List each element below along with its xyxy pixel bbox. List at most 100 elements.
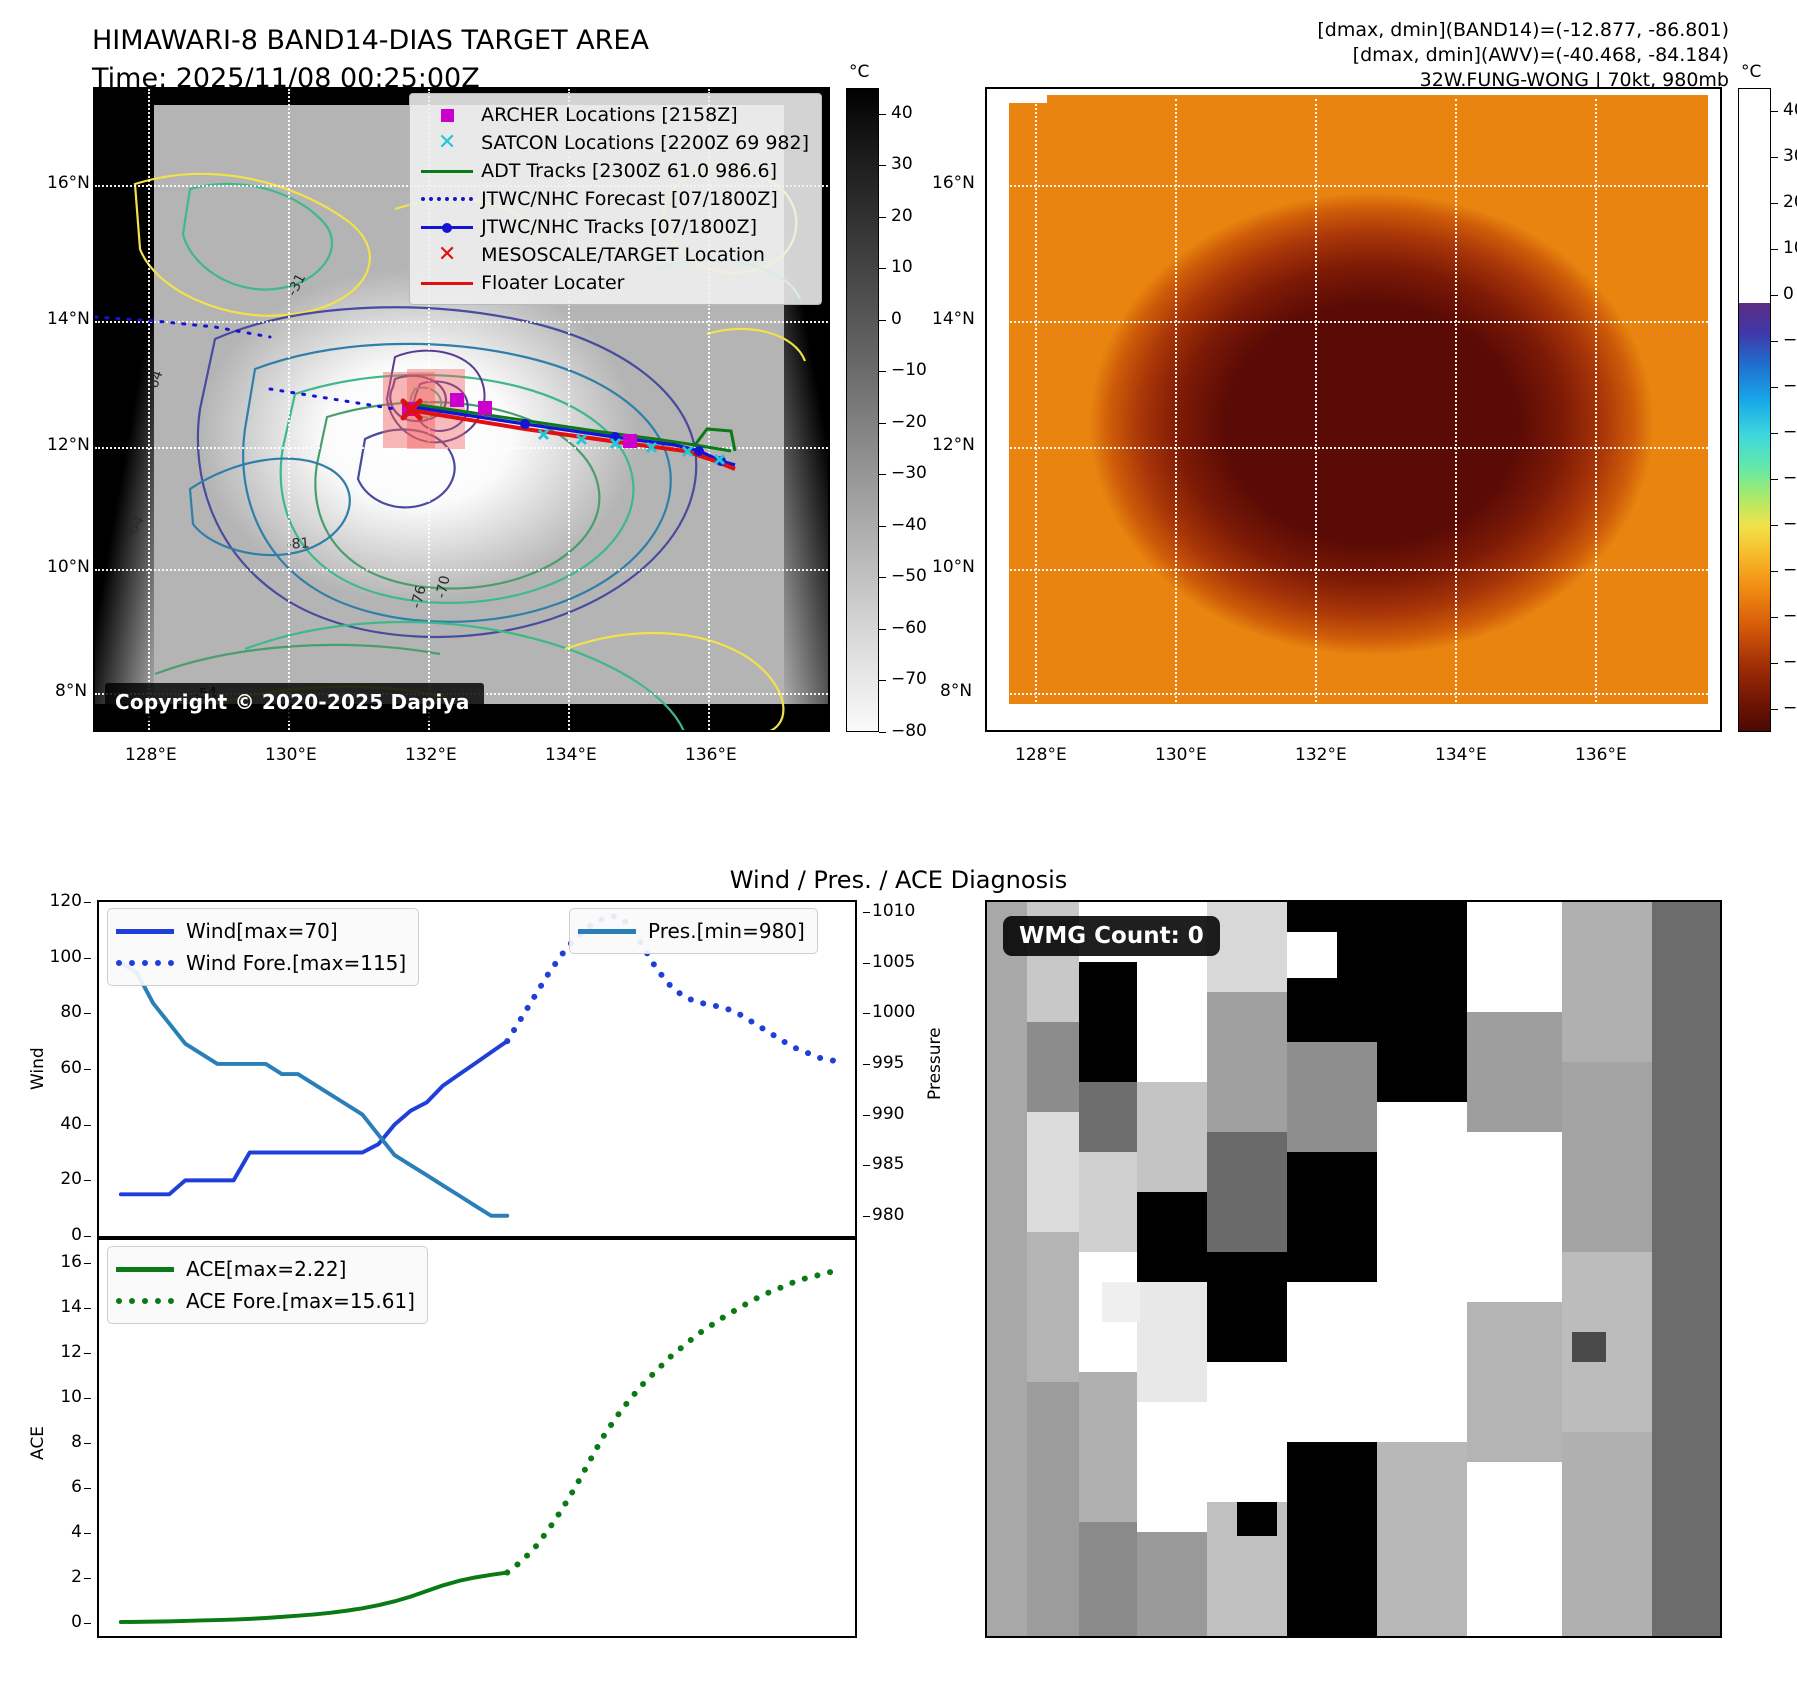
map-legend: ARCHER Locations [2158Z] ✕ SATCON Locati… (409, 93, 822, 305)
colorbar-tickmark (879, 216, 886, 218)
wind-pressure-chart[interactable]: Wind[max=70] Wind Fore.[max=115] Pres.[m… (97, 900, 857, 1238)
colorbar-tick-label: −10 (1783, 330, 1797, 350)
colorbar-tick-label: −40 (1783, 468, 1797, 488)
colorbar-tick-label: 30 (1783, 146, 1797, 166)
colorbar-tickmark (879, 577, 886, 579)
lat-tick-label: 12°N (47, 435, 90, 455)
axis-tickmark (863, 1165, 870, 1167)
map-gridline-lon (148, 89, 150, 730)
map-gridline-lat (95, 321, 828, 323)
legend-label: JTWC/NHC Tracks [07/1800Z] (481, 216, 757, 238)
colorbar-tick-label: −20 (891, 411, 927, 432)
colorbar-tickmark (1771, 203, 1778, 204)
legend-item-jtwc-forecast: JTWC/NHC Forecast [07/1800Z] (419, 185, 809, 213)
dmax-dmin-awv: [dmax, dmin](AWV)=(-40.468, -84.184) (1352, 44, 1729, 66)
colorbar-tick-label: 40 (1783, 100, 1797, 120)
lat-tick-label: 10°N (932, 557, 975, 577)
ace-chart[interactable]: ACE[max=2.22] ACE Fore.[max=15.61] (97, 1238, 857, 1638)
axis-tickmark (84, 1013, 91, 1015)
legend-item-wind-forecast: Wind Fore.[max=115] (116, 947, 406, 979)
axis-tickmark (84, 1442, 91, 1444)
colorbar-unit-right: °C (1741, 62, 1762, 82)
map-gridline-lat (95, 447, 828, 449)
wmg-mosaic-panel[interactable]: WMG Count: 0 (985, 900, 1722, 1638)
awv-enhanced-ir-map[interactable] (985, 87, 1722, 732)
map-gridline-lon (1035, 99, 1037, 702)
image-corner-mask (987, 706, 1720, 730)
map-gridline-lat (1007, 447, 1708, 449)
axis-tickmark (84, 1487, 91, 1489)
legend-item-archer: ARCHER Locations [2158Z] (419, 101, 809, 129)
legend-item-floater-locater: Floater Locater (419, 269, 809, 297)
image-corner-mask (1708, 89, 1720, 730)
colorbar-tickmark (1771, 479, 1778, 480)
axis-tick-label: 40 (60, 1113, 82, 1134)
colorbar-tickmark (1771, 341, 1778, 342)
colorbar-tickmark (879, 422, 886, 424)
axis-tickmark (863, 1215, 870, 1217)
colorbar-tick-label: −40 (891, 514, 927, 535)
legend-item-ace: ACE[max=2.22] (116, 1253, 415, 1285)
axis-tick-label: 20 (60, 1169, 82, 1190)
map-gridline-lon (1455, 99, 1457, 702)
legend-item-mesoscale-target: ✕ MESOSCALE/TARGET Location (419, 241, 809, 269)
axis-tickmark (84, 902, 91, 903)
lat-tick-label: 8°N (55, 681, 88, 701)
colorbar-tickmark (1771, 249, 1778, 250)
colorbar-tick-label: 0 (891, 308, 902, 329)
legend-label: MESOSCALE/TARGET Location (481, 244, 765, 266)
legend-label: Pres.[min=980] (648, 919, 805, 943)
axis-tick-label: 980 (872, 1204, 905, 1225)
square-marker-icon (419, 108, 475, 122)
legend-item-jtwc-tracks: JTWC/NHC Tracks [07/1800Z] (419, 213, 809, 241)
lat-tick-label: 10°N (47, 557, 90, 577)
colorbar-tickmark (1771, 157, 1778, 158)
axis-tick-label: 16 (60, 1251, 82, 1272)
band14-target-area-map[interactable]: -31 -64 -81 -76 -54 -54 -64 -70 (93, 87, 830, 732)
series-line (118, 960, 510, 1218)
lat-tick-label: 8°N (940, 681, 973, 701)
solid-line-icon (419, 169, 475, 173)
axis-tickmark (84, 957, 91, 959)
map-gridline-lon (1315, 99, 1317, 702)
axis-tickmark (84, 1262, 91, 1264)
svg-text:-76: -76 (408, 584, 429, 610)
colorbar-tick-label: −20 (1783, 376, 1797, 396)
lat-tick-label: 16°N (932, 173, 975, 193)
enhanced-ir-image (1005, 95, 1710, 704)
lat-tick-label: 14°N (932, 309, 975, 329)
axis-tick-label: 4 (71, 1521, 82, 1542)
legend-label: Wind[max=70] (186, 919, 338, 943)
colorbar-tickmark (1771, 111, 1778, 112)
pressure-axis-label: Pressure (925, 1027, 945, 1100)
axis-tick-label: 80 (60, 1002, 82, 1023)
solid-line-icon (116, 1266, 178, 1272)
colorbar-tick-label: 40 (891, 102, 913, 123)
axis-tickmark (84, 1397, 91, 1399)
dotted-line-icon (419, 197, 475, 201)
map-gridline-lat (1007, 185, 1708, 187)
legend-label: Wind Fore.[max=115] (186, 951, 407, 975)
axis-tick-label: 10 (60, 1386, 82, 1407)
colorbar-tickmark (879, 371, 886, 373)
colorbar-tickmark (879, 319, 886, 321)
axis-tick-label: 990 (872, 1103, 905, 1124)
axis-tickmark (84, 1352, 91, 1354)
colorbar-tickmark (879, 165, 886, 167)
colorbar-tickmark (879, 732, 886, 733)
colorbar-tick-label: 10 (1783, 238, 1797, 258)
colorbar-tickmark (879, 525, 886, 527)
image-corner-mask (987, 89, 1009, 730)
lon-tick-label: 132°E (1295, 745, 1347, 765)
axis-tick-label: 0 (71, 1225, 82, 1245)
axis-tickmark (863, 912, 870, 914)
colorbar-tickmark (1771, 617, 1778, 618)
colorbar-tickmark (1771, 571, 1778, 572)
ace-plot (118, 1268, 837, 1625)
axis-tick-label: 14 (60, 1296, 82, 1317)
axis-tickmark (84, 1532, 91, 1534)
colorbar-tick-label: 10 (891, 257, 913, 278)
axis-tick-label: 100 (49, 946, 82, 967)
axis-tickmark (84, 1577, 91, 1579)
colorbar-tick-label: 30 (891, 154, 913, 175)
